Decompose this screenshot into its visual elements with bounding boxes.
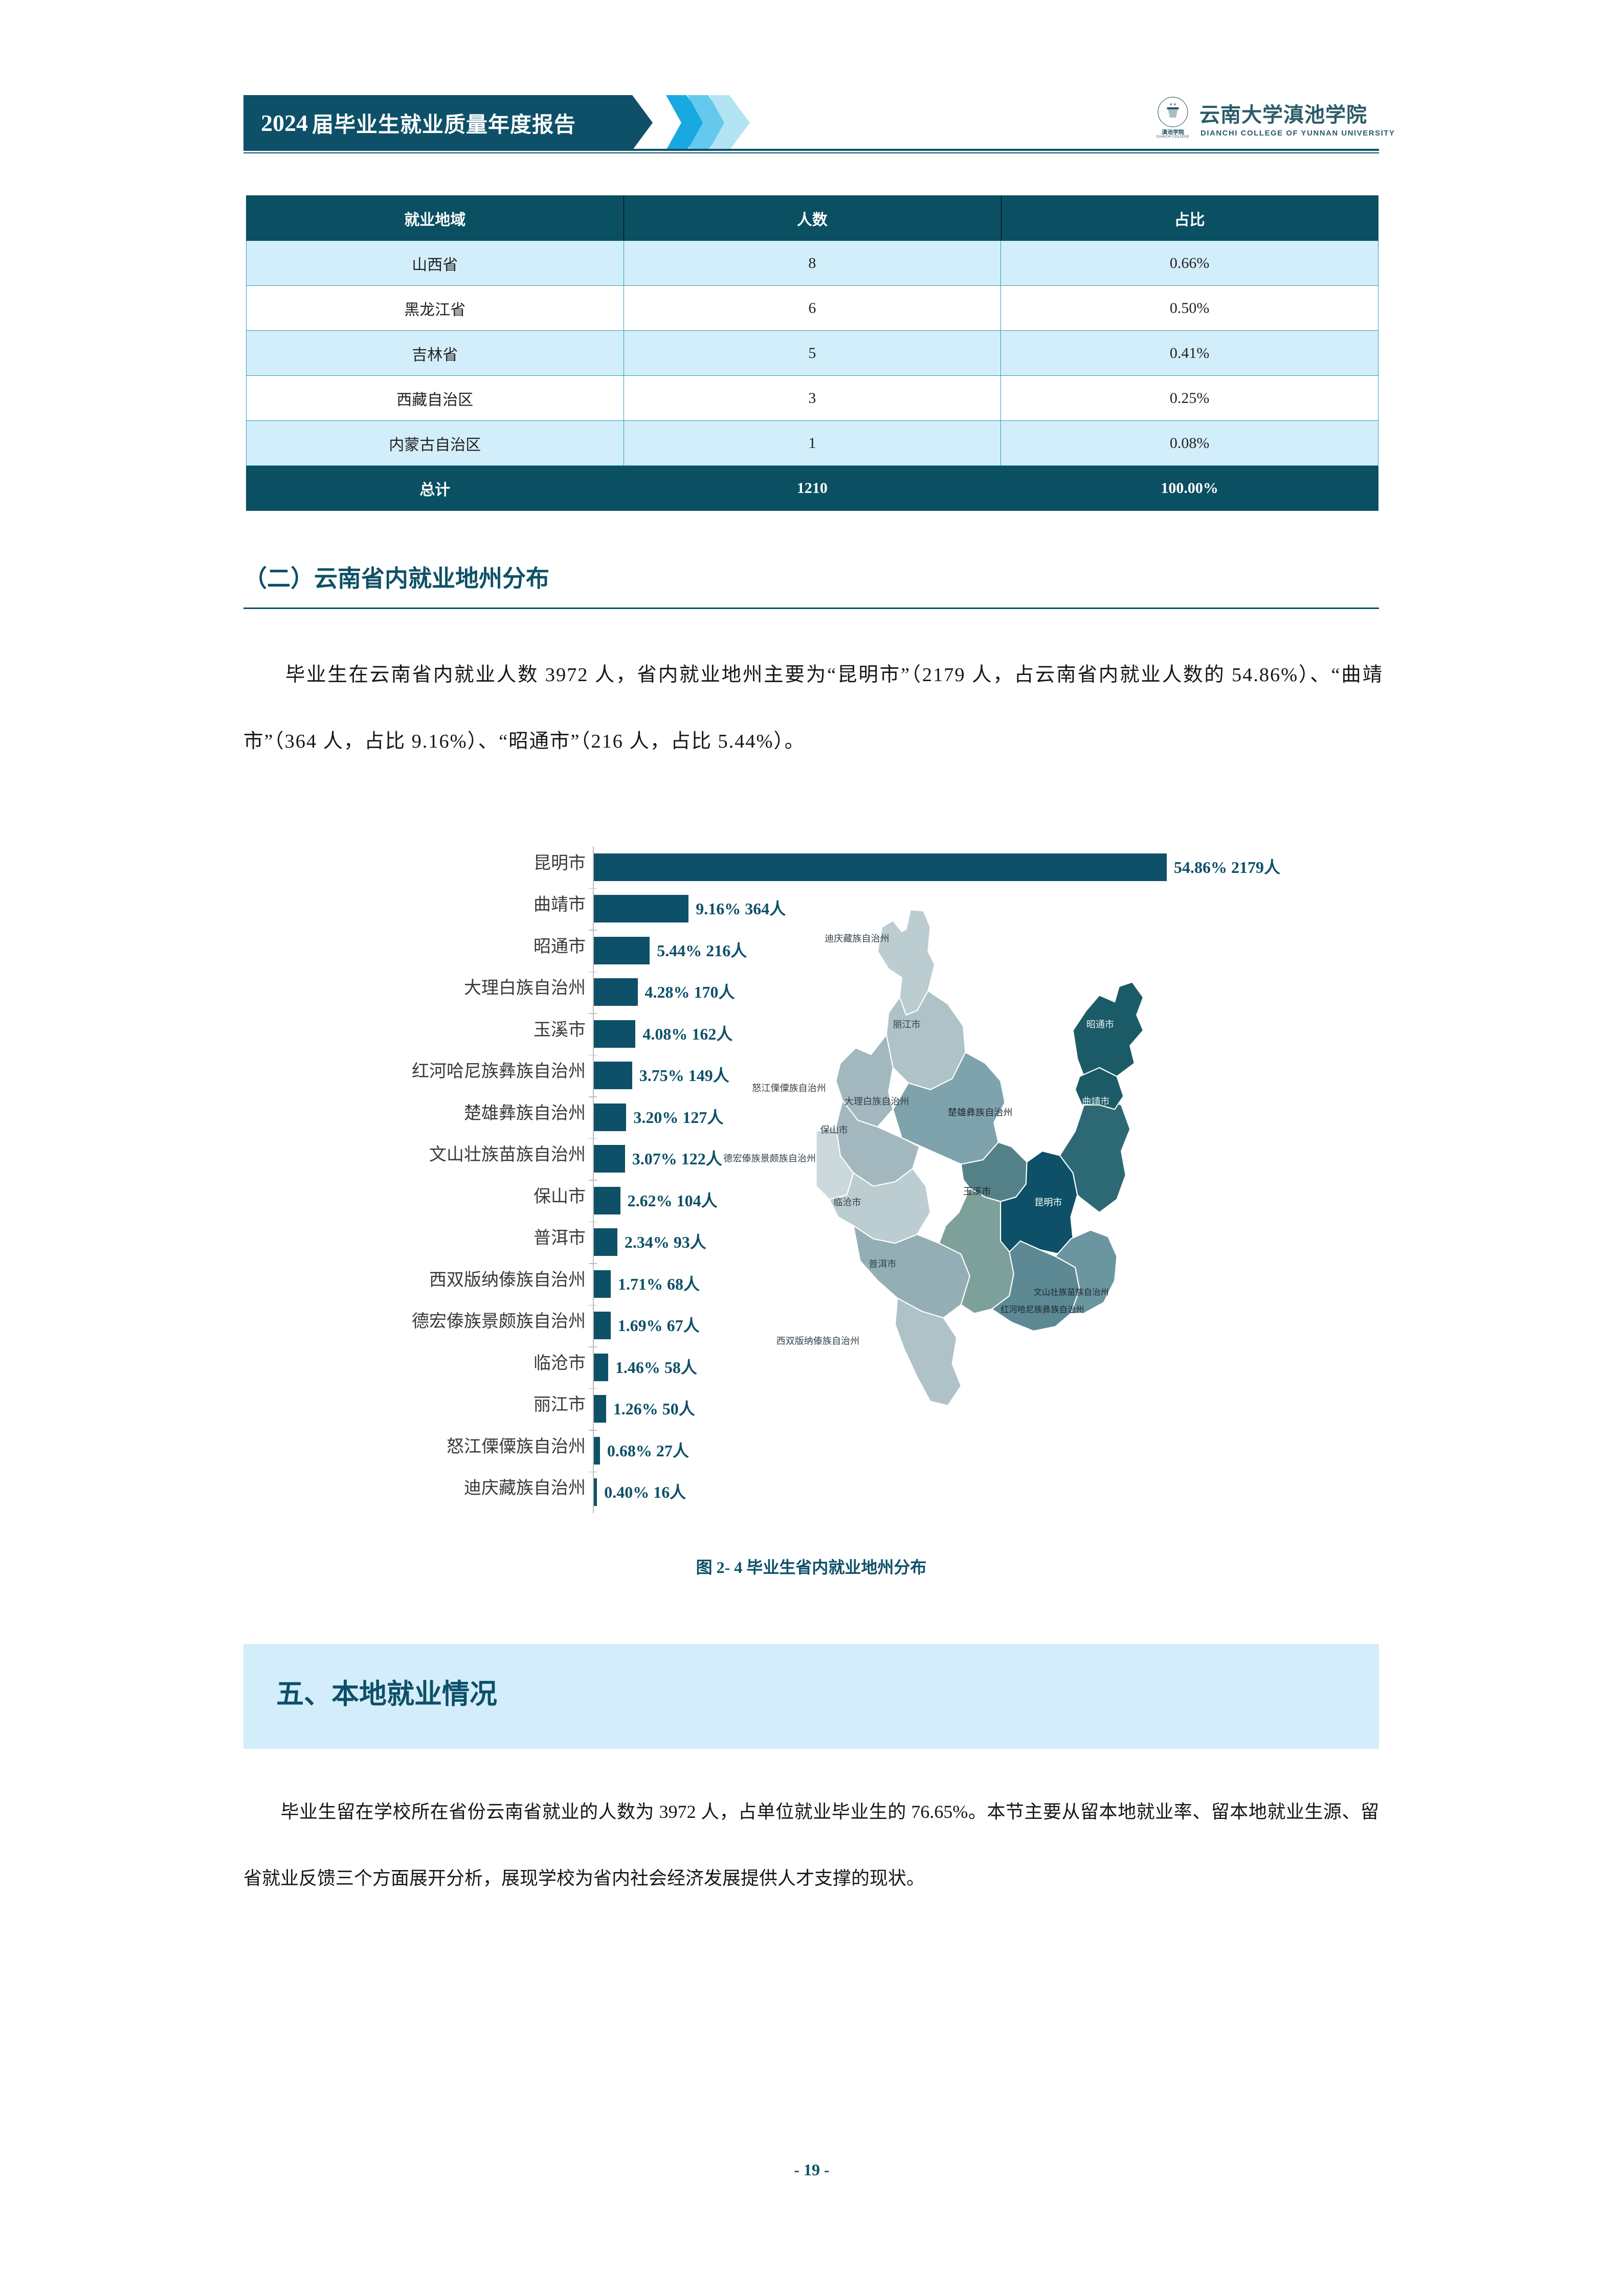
svg-text:★ ★: ★ ★ [1169, 103, 1176, 106]
